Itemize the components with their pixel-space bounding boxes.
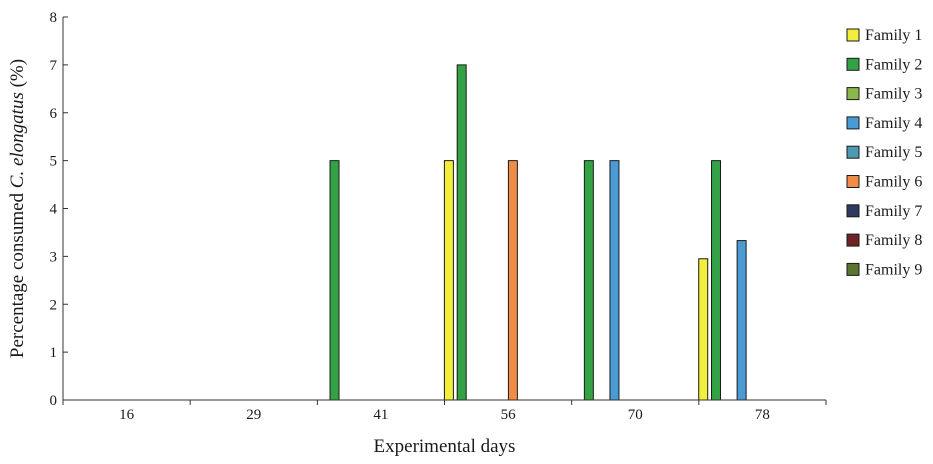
y-tick-label: 8 <box>50 10 58 26</box>
y-tick-label: 6 <box>50 106 58 122</box>
legend-swatch-family-3 <box>846 87 860 101</box>
legend-label-family-6: Family 6 <box>865 174 922 191</box>
bar-family-4-day-78 <box>736 240 747 401</box>
y-axis-title: Percentage consumed C. elongatus (%) <box>7 59 28 358</box>
bar-family-2-day-41 <box>329 160 340 401</box>
legend-swatch-family-7 <box>846 204 860 218</box>
legend-swatch-family-9 <box>846 262 860 276</box>
y-tick-label: 7 <box>50 58 58 74</box>
bar-family-2-day-78 <box>711 160 722 401</box>
y-axis-title-suffix: (%) <box>7 59 28 92</box>
x-tick-label: 56 <box>501 407 517 423</box>
y-axis-title-prefix: Percentage consumed <box>7 188 28 358</box>
bar-family-1-day-78 <box>698 258 709 401</box>
y-ticks-layer: 0 1 2 3 4 5 6 7 8 <box>50 10 68 409</box>
legend-swatch-family-8 <box>846 233 860 247</box>
bars-layer <box>329 64 747 401</box>
x-tick-label: 78 <box>755 407 770 423</box>
legend-label-family-4: Family 4 <box>865 115 922 132</box>
legend-label-family-7: Family 7 <box>865 203 922 220</box>
y-tick-label: 0 <box>50 393 58 409</box>
legend-swatch-family-2 <box>846 57 860 71</box>
y-tick-label: 2 <box>50 297 58 313</box>
legend-swatch-family-4 <box>846 116 860 130</box>
legend-label-family-9: Family 9 <box>865 261 922 278</box>
y-tick-label: 3 <box>50 249 58 265</box>
bar-family-2-day-70 <box>583 160 594 401</box>
y-tick-label: 1 <box>50 345 58 361</box>
bar-family-2-day-56 <box>456 64 467 401</box>
bar-family-4-day-70 <box>609 160 620 401</box>
x-ticks-layer: 16 29 41 56 70 78 <box>62 400 827 423</box>
y-tick-label: 4 <box>50 202 58 218</box>
bar-family-1-day-56 <box>443 160 454 401</box>
bar-family-6-day-56 <box>507 160 518 401</box>
y-tick-label: 5 <box>50 154 58 170</box>
x-tick-label: 41 <box>373 407 388 423</box>
legend-swatch-family-5 <box>846 145 860 159</box>
y-axis-title-italic: C. elongatus <box>7 92 28 188</box>
x-tick-label: 16 <box>119 407 135 423</box>
legend-label-family-8: Family 8 <box>865 232 922 249</box>
x-axis-title: Experimental days <box>374 436 516 457</box>
x-tick-label: 29 <box>246 407 261 423</box>
legend-label-family-1: Family 1 <box>865 27 922 44</box>
legend-label-family-3: Family 3 <box>865 86 922 103</box>
legend: Family 1 Family 2 Family 3 Family 4 Family 5… <box>846 27 922 278</box>
legend-label-family-2: Family 2 <box>865 56 922 73</box>
x-tick-label: 70 <box>628 407 643 423</box>
legend-label-family-5: Family 5 <box>865 144 922 161</box>
legend-swatch-family-1 <box>846 28 860 42</box>
legend-swatch-family-6 <box>846 175 860 188</box>
